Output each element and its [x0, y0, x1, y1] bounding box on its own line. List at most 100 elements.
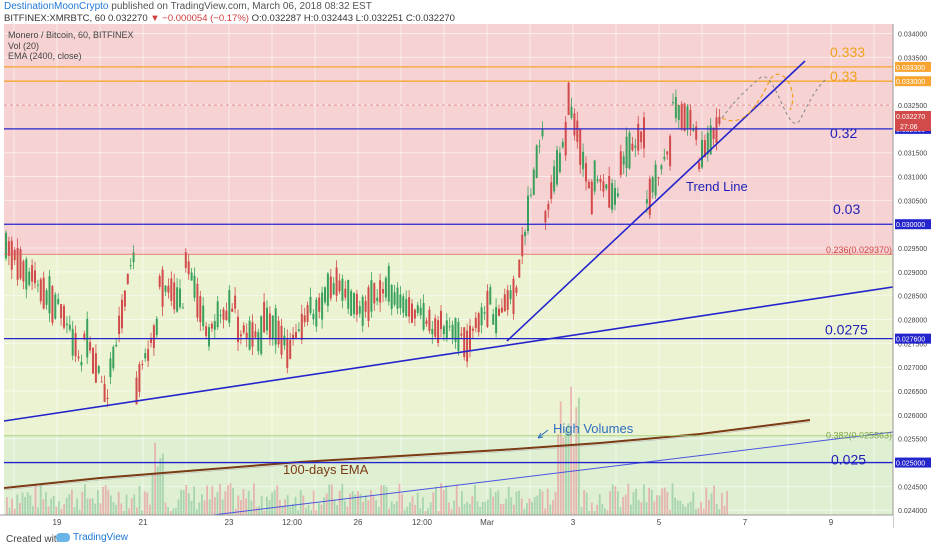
- candle-body: [556, 150, 558, 185]
- candle-body: [558, 152, 561, 173]
- volume-bar: [216, 492, 219, 515]
- candle-body: [103, 383, 106, 402]
- volume-bar: [479, 506, 481, 515]
- volume-bar: [645, 502, 648, 515]
- price-chart[interactable]: 0.333 0.33 0.32 0.03 0.0275 0.025 0.236(0.0293…: [0, 0, 932, 528]
- candle-body: [582, 151, 585, 170]
- candle-body: [239, 334, 242, 337]
- volume-bar: [359, 493, 362, 515]
- price-axis-tag: [895, 61, 931, 72]
- candle-body: [602, 181, 605, 192]
- volume-bar: [518, 490, 520, 515]
- volume-bar: [445, 485, 448, 515]
- chart-header-ohlc: BITFINEX:XMRBTC, 60 0.032270 ▼ −0.000054…: [4, 13, 455, 24]
- volume-bar: [232, 487, 234, 515]
- candle-body: [718, 116, 721, 124]
- candle-body: [518, 259, 521, 278]
- volume-bar: [398, 483, 401, 515]
- volume-bar: [640, 502, 643, 515]
- volume-bar: [448, 502, 450, 515]
- volume-bar: [403, 509, 406, 515]
- projection-orange-path: [721, 73, 794, 122]
- candle-body: [150, 339, 152, 343]
- candle-body: [115, 344, 118, 347]
- candle-body: [440, 310, 442, 330]
- candle-body: [529, 194, 532, 196]
- candle-body: [567, 82, 570, 115]
- candle-body: [680, 103, 683, 129]
- volume-bar: [362, 501, 364, 515]
- volume-bar: [695, 509, 697, 515]
- candle-body: [498, 308, 500, 316]
- candle-body: [524, 231, 527, 237]
- volume-bar: [562, 437, 565, 515]
- volume-bar: [591, 502, 593, 515]
- volume-bar: [68, 494, 71, 515]
- candle-body: [332, 283, 335, 295]
- volume-bar: [546, 488, 549, 515]
- candle-body: [405, 299, 408, 317]
- candle-body: [347, 279, 350, 309]
- candle-body: [477, 313, 480, 333]
- candle-body: [486, 290, 489, 327]
- volume-bar: [19, 503, 21, 515]
- candle-body: [683, 103, 686, 131]
- volume-bar: [24, 497, 26, 515]
- volume-bar: [559, 401, 562, 515]
- candle-body: [10, 240, 13, 270]
- candle-body: [712, 127, 715, 140]
- volume-bar: [39, 484, 42, 515]
- volume-bar: [375, 500, 377, 515]
- candle-body: [561, 142, 564, 147]
- volume-bar: [97, 490, 99, 515]
- volume-bar: [388, 508, 390, 515]
- time-axis-tick: Mar: [480, 518, 494, 527]
- candle-body: [379, 280, 382, 303]
- volume-bar: [427, 508, 429, 515]
- volume-bar: [164, 502, 167, 515]
- volume-bar: [502, 503, 505, 515]
- volume-bar: [585, 492, 588, 515]
- candle-body: [695, 126, 698, 140]
- candle-body: [213, 321, 216, 330]
- volume-bar: [632, 492, 635, 515]
- candle-body: [573, 113, 576, 136]
- candle-body: [654, 164, 657, 196]
- candle-body: [193, 275, 196, 298]
- volume-bar: [484, 501, 487, 515]
- volume-bar: [424, 510, 427, 515]
- volume-bar: [286, 495, 289, 515]
- volume-bar: [154, 442, 156, 515]
- candle-body: [170, 278, 173, 301]
- volume-bar: [674, 497, 676, 515]
- candle-body: [648, 178, 651, 216]
- volume-bar: [406, 506, 409, 515]
- candle-body: [179, 288, 181, 308]
- tradingview-brand-link[interactable]: TradingView: [56, 532, 128, 543]
- author-link[interactable]: DestinationMoonCrypto: [4, 1, 109, 12]
- volume-bar: [302, 495, 305, 515]
- candle-body: [532, 169, 535, 195]
- volume-bar: [531, 502, 533, 515]
- volume-bar: [211, 485, 214, 515]
- candle-body: [466, 330, 469, 362]
- candle-body: [483, 312, 486, 314]
- volume-bar: [281, 506, 284, 515]
- volume-bar: [328, 484, 331, 515]
- candle-body: [677, 104, 680, 120]
- candle-body: [663, 157, 666, 160]
- volume-bar: [687, 503, 689, 515]
- volume-bar: [622, 496, 624, 515]
- high-volumes-annotation: High Volumes: [553, 421, 634, 436]
- volume-bar: [237, 495, 240, 515]
- candle-body: [280, 325, 283, 355]
- candle-body: [596, 179, 599, 181]
- volume-bar: [676, 500, 679, 515]
- countdown-text: 27:06: [900, 124, 918, 131]
- volume-bar: [476, 501, 479, 515]
- candle-body: [297, 329, 300, 332]
- volume-bar: [364, 495, 367, 515]
- candle-body: [141, 363, 144, 365]
- candle-body: [631, 143, 634, 151]
- candle-body: [431, 328, 434, 335]
